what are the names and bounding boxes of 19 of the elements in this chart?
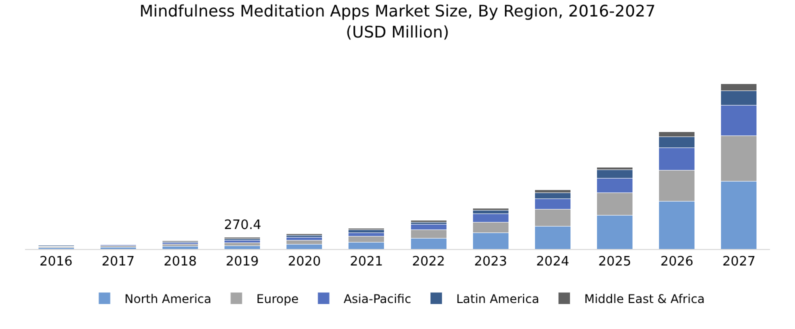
x-tick-label: 2016: [39, 254, 73, 270]
legend-label: Middle East & Africa: [584, 292, 705, 306]
chart-title: Mindfulness Meditation Apps Market Size, By Region, 2016-2027 (USD Million): [139, 1, 656, 42]
legend-label: Asia-Pacific: [344, 292, 412, 306]
x-tick-label: 2019: [226, 254, 259, 270]
x-tick-label: 2024: [536, 254, 570, 270]
x-tick-label: 2022: [412, 254, 446, 270]
x-tick-label: 2021: [350, 254, 384, 270]
legend-label: Latin America: [456, 292, 540, 306]
legend-label: North America: [124, 292, 212, 306]
legend-label: Europe: [256, 292, 299, 306]
x-tick-label: 2017: [102, 254, 135, 270]
x-tick-label: 2026: [660, 254, 694, 270]
x-tick-label: 2023: [474, 254, 508, 270]
x-tick-label: 2020: [288, 254, 321, 270]
x-tick-label: 2027: [722, 254, 756, 270]
x-tick-label: 2018: [164, 254, 197, 270]
annotation: 270.4: [224, 218, 262, 233]
x-tick-label: 2025: [598, 254, 632, 270]
